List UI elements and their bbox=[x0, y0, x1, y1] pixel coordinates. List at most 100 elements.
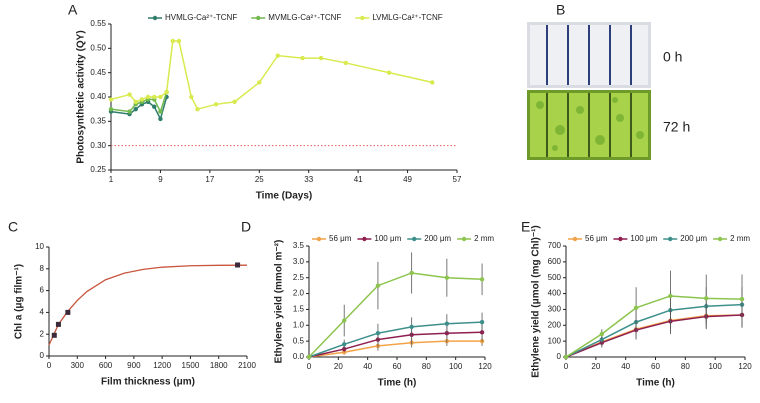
x-tick-label: 20 bbox=[591, 362, 600, 371]
x-tick-label: 60 bbox=[393, 362, 402, 371]
series-line bbox=[48, 264, 248, 346]
point bbox=[599, 337, 604, 342]
legend-label: 56 μm bbox=[329, 234, 352, 243]
legend-label: 100 μm bbox=[374, 234, 401, 243]
x-tick-label: 9 bbox=[158, 175, 163, 184]
photo-spots bbox=[536, 97, 644, 151]
series-line bbox=[308, 331, 483, 358]
x-tick-label: 120 bbox=[738, 362, 752, 371]
x-tick-label: 20 bbox=[334, 362, 343, 371]
x-tick-label: 1200 bbox=[153, 361, 171, 370]
series-line bbox=[565, 314, 743, 358]
y-tick-label: 2 bbox=[40, 329, 45, 338]
point bbox=[213, 102, 219, 107]
x-tick-label: 60 bbox=[651, 362, 660, 371]
point bbox=[133, 99, 138, 105]
x-tick-label: 600 bbox=[99, 361, 113, 370]
x-tick-label: 80 bbox=[681, 362, 690, 371]
x-tick-label: 33 bbox=[304, 175, 313, 184]
y-tick-label: 400 bbox=[548, 289, 562, 298]
y-tick-label: 2.5 bbox=[293, 273, 305, 282]
legend-marker bbox=[360, 15, 365, 21]
legend-marker bbox=[362, 236, 367, 242]
y-axis-label: Ethylene yield (μmol (mg Chl)⁻¹) bbox=[531, 225, 542, 378]
legend-marker bbox=[412, 236, 417, 242]
point bbox=[158, 94, 163, 100]
point bbox=[170, 38, 175, 44]
y-tick-label: 1.0 bbox=[293, 320, 305, 329]
y-tick-label: 0.25 bbox=[90, 165, 106, 174]
y-tick-label: 3.0 bbox=[293, 257, 305, 266]
x-axis-label: Time (h) bbox=[636, 378, 675, 389]
point bbox=[342, 342, 347, 347]
y-tick-label: 300 bbox=[548, 305, 562, 314]
y-tick-label: 100 bbox=[548, 336, 562, 345]
y-axis-label: Ethylene yield (mmol m⁻²) bbox=[274, 240, 285, 364]
point bbox=[386, 70, 392, 75]
point bbox=[300, 55, 305, 61]
x-tick-label: 0 bbox=[47, 361, 52, 370]
point bbox=[195, 106, 200, 112]
point bbox=[176, 38, 182, 44]
y-tick-label: 10 bbox=[35, 242, 44, 251]
point bbox=[189, 94, 194, 100]
x-tick-label: 0 bbox=[564, 362, 569, 371]
y-tick-label: 600 bbox=[548, 257, 562, 266]
legend-marker bbox=[618, 236, 623, 242]
x-tick-label: 100 bbox=[449, 362, 463, 371]
legend-marker bbox=[668, 236, 673, 242]
point bbox=[668, 293, 673, 299]
point bbox=[563, 354, 569, 360]
y-tick-label: 0 bbox=[557, 352, 562, 361]
y-tick-label: 2.0 bbox=[293, 289, 305, 298]
legend-marker bbox=[256, 15, 261, 21]
y-tick-label: 0.0 bbox=[293, 352, 305, 361]
legend-marker bbox=[572, 236, 578, 242]
x-tick-label: 300 bbox=[71, 361, 85, 370]
x-tick-label: 25 bbox=[255, 175, 264, 184]
point bbox=[65, 309, 71, 315]
panel-letter: B bbox=[556, 2, 565, 18]
y-tick-label: 0.35 bbox=[90, 116, 106, 125]
series-line bbox=[308, 321, 483, 358]
point bbox=[444, 275, 450, 280]
x-tick-label: 41 bbox=[354, 175, 363, 184]
x-tick-label: 49 bbox=[403, 175, 412, 184]
point bbox=[342, 318, 347, 323]
photo-label: 72 h bbox=[663, 119, 690, 135]
legend-marker bbox=[717, 236, 723, 242]
point bbox=[633, 305, 639, 311]
panel-letter: C bbox=[8, 219, 18, 235]
point bbox=[430, 80, 435, 85]
y-tick-label: 0.40 bbox=[90, 92, 106, 101]
point bbox=[152, 104, 157, 109]
series-line bbox=[308, 340, 483, 358]
y-axis-label: Photosynthetic activity (QY) bbox=[76, 30, 87, 163]
point bbox=[145, 94, 151, 100]
legend-label: LVMLG-Ca²⁺-TCNF bbox=[372, 13, 442, 22]
point bbox=[275, 53, 281, 58]
legend-label: 2 mm bbox=[474, 234, 494, 243]
y-tick-label: 700 bbox=[548, 241, 562, 250]
x-tick-label: 40 bbox=[363, 362, 372, 371]
panel-letter: E bbox=[521, 219, 530, 235]
series-line bbox=[110, 91, 168, 114]
point bbox=[152, 94, 157, 100]
legend-label: 200 μm bbox=[424, 234, 451, 243]
point bbox=[133, 106, 138, 112]
x-axis-label: Time (Days) bbox=[256, 191, 313, 202]
legend-label: HVMLG-Ca²⁺-TCNF bbox=[165, 13, 237, 22]
point bbox=[164, 89, 169, 95]
y-tick-label: 0.50 bbox=[90, 43, 106, 52]
y-tick-label: 200 bbox=[548, 320, 562, 329]
y-tick-label: 1.5 bbox=[293, 305, 305, 314]
point bbox=[375, 283, 381, 288]
y-axis-label: Chl a (μg film⁻¹) bbox=[14, 264, 25, 339]
x-tick-label: 120 bbox=[478, 362, 492, 371]
point bbox=[108, 97, 114, 102]
series-line bbox=[110, 40, 433, 111]
series-line bbox=[565, 295, 743, 358]
point bbox=[51, 332, 57, 338]
x-tick-label: 2100 bbox=[238, 361, 256, 370]
photo-lines bbox=[546, 93, 632, 157]
